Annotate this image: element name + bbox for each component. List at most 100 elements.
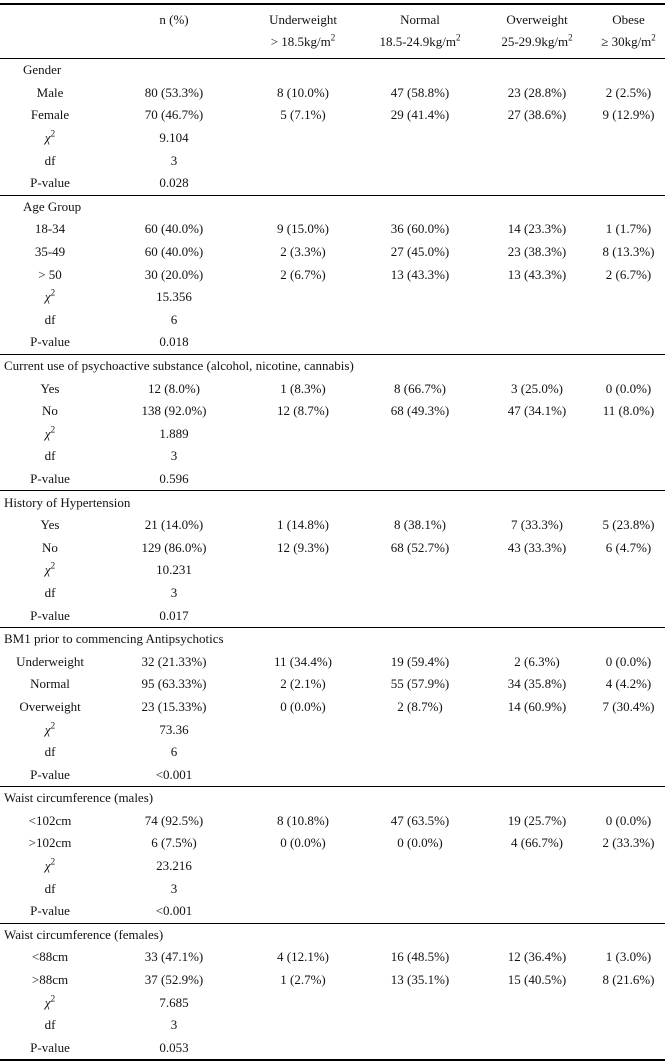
row-label: >88cm [31, 972, 69, 988]
stat-row-pvalue: P-value <0.001 [0, 763, 665, 786]
cell-value: 13 (43.3%) [507, 266, 567, 282]
chi2-label: χ2 [0, 991, 100, 1014]
chi-symbol: χ [44, 130, 51, 146]
cell-empty [248, 1037, 358, 1061]
stat-row-df: df 3 [0, 149, 665, 172]
section-title: Age Group [0, 194, 665, 219]
pvalue-label: P-value [30, 1039, 70, 1055]
cell-empty [482, 423, 592, 446]
row-label: > 50 [38, 266, 62, 282]
cell-empty [482, 991, 592, 1014]
row-label: >102cm [28, 835, 72, 851]
cell-value: 16 (48.5%) [390, 949, 450, 965]
chi2-value: 1.889 [159, 425, 189, 441]
cell-empty [592, 445, 665, 468]
superscript: 2 [456, 32, 461, 43]
cell-value: 47 (58.8%) [390, 84, 450, 100]
stat-row-pvalue: P-value 0.053 [0, 1037, 665, 1061]
cell-value: 23 (28.8%) [507, 84, 567, 100]
cell-empty [482, 172, 592, 195]
stat-row-chi2: χ2 9.104 [0, 127, 665, 150]
chi2-value: 7.685 [159, 994, 189, 1010]
cell-empty [248, 877, 358, 900]
cell-value: 2 (6.3%) [514, 653, 560, 669]
header-line2: > 18.5kg/m2 [270, 32, 336, 49]
cell-value: 60 (40.0%) [144, 221, 204, 237]
section-title: Waist circumference (females) [0, 922, 665, 947]
pvalue-value: 0.018 [159, 334, 189, 350]
cell-value: 95 (63.33%) [141, 676, 207, 692]
df-value: 3 [170, 1017, 178, 1033]
cell-value: 0 (0.0%) [605, 812, 652, 828]
cell-empty [482, 718, 592, 741]
cell-empty [248, 741, 358, 764]
cell-empty [248, 604, 358, 627]
cell-empty [592, 309, 665, 332]
cell-empty [248, 718, 358, 741]
cell-value: 55 (57.9%) [390, 676, 450, 692]
stat-row-df: df 3 [0, 445, 665, 468]
cell-value: 2 (6.7%) [605, 266, 652, 282]
cell-empty [358, 559, 482, 582]
header-line1: Overweight [506, 12, 568, 27]
cell-value: 21 (14.0%) [144, 517, 204, 533]
pvalue-label: P-value [30, 334, 70, 350]
cell-value: 12 (8.7%) [277, 403, 329, 419]
table-row: No 138 (92.0%) 12 (8.7%) 68 (49.3%) 47 (34.1… [0, 400, 665, 423]
row-label: Male [36, 84, 64, 100]
cell-empty [358, 718, 482, 741]
chi2-label: χ2 [0, 855, 100, 878]
cell-empty [592, 763, 665, 786]
stat-row-pvalue: P-value 0.596 [0, 468, 665, 491]
df-label: df [44, 448, 56, 464]
header-line1: n (%) [159, 12, 189, 27]
pvalue-value: 0.017 [159, 607, 189, 623]
table-row: >88cm 37 (52.9%) 1 (2.7%) 13 (35.1%) 15 (40.… [0, 969, 665, 992]
chi2-label: χ2 [0, 286, 100, 309]
cell-empty [248, 559, 358, 582]
section-title-row: Waist circumference (females) [0, 922, 665, 947]
cell-empty [248, 309, 358, 332]
chi-symbol: χ [44, 425, 51, 441]
chi-symbol: χ [44, 858, 51, 874]
cell-value: 14 (60.9%) [507, 698, 567, 714]
cell-empty [358, 468, 482, 491]
cell-empty [592, 900, 665, 923]
row-label: Overweight [19, 698, 81, 714]
stats-table: n (%) Underweight > 18.5kg/m2 Normal 18.… [0, 3, 665, 1061]
df-label: df [44, 880, 56, 896]
cell-empty [592, 286, 665, 309]
cell-empty [592, 172, 665, 195]
header-row: n (%) Underweight > 18.5kg/m2 Normal 18.… [0, 4, 665, 59]
cell-empty [358, 331, 482, 354]
cell-value: 12 (36.4%) [507, 949, 567, 965]
cell-value: 5 (23.8%) [602, 517, 655, 533]
cell-value: 8 (10.8%) [277, 812, 329, 828]
header-line2: 18.5-24.9kg/m2 [379, 32, 461, 49]
header-col-obese: Obese ≥ 30kg/m2 [592, 4, 665, 59]
cell-value: 6 (4.7%) [605, 539, 652, 555]
cell-value: 2 (2.1%) [280, 676, 326, 692]
chi-superscript: 2 [50, 720, 56, 731]
chi-superscript: 2 [50, 993, 56, 1004]
table-body: Gender Male 80 (53.3%) 8 (10.0%) 47 (58.8%) 2… [0, 57, 665, 1061]
pvalue-value: 0.596 [159, 470, 189, 486]
cell-value: 4 (4.2%) [605, 676, 652, 692]
cell-empty [358, 582, 482, 605]
cell-value: 11 (8.0%) [602, 403, 655, 419]
chi-symbol: χ [44, 562, 51, 578]
cell-empty [482, 604, 592, 627]
cell-empty [358, 741, 482, 764]
cell-empty [482, 855, 592, 878]
stat-row-pvalue: P-value 0.028 [0, 172, 665, 195]
row-label: No [42, 539, 58, 555]
cell-value: 13 (43.3%) [390, 266, 450, 282]
stat-row-chi2: χ2 15.356 [0, 286, 665, 309]
stat-row-chi2: χ2 23.216 [0, 855, 665, 878]
chi2-label: χ2 [0, 423, 100, 446]
cell-value: 1 (1.7%) [605, 221, 652, 237]
cell-empty [482, 309, 592, 332]
pvalue-label: P-value [30, 766, 70, 782]
cell-value: 0 (0.0%) [397, 835, 443, 851]
row-label: 18-34 [34, 221, 66, 237]
